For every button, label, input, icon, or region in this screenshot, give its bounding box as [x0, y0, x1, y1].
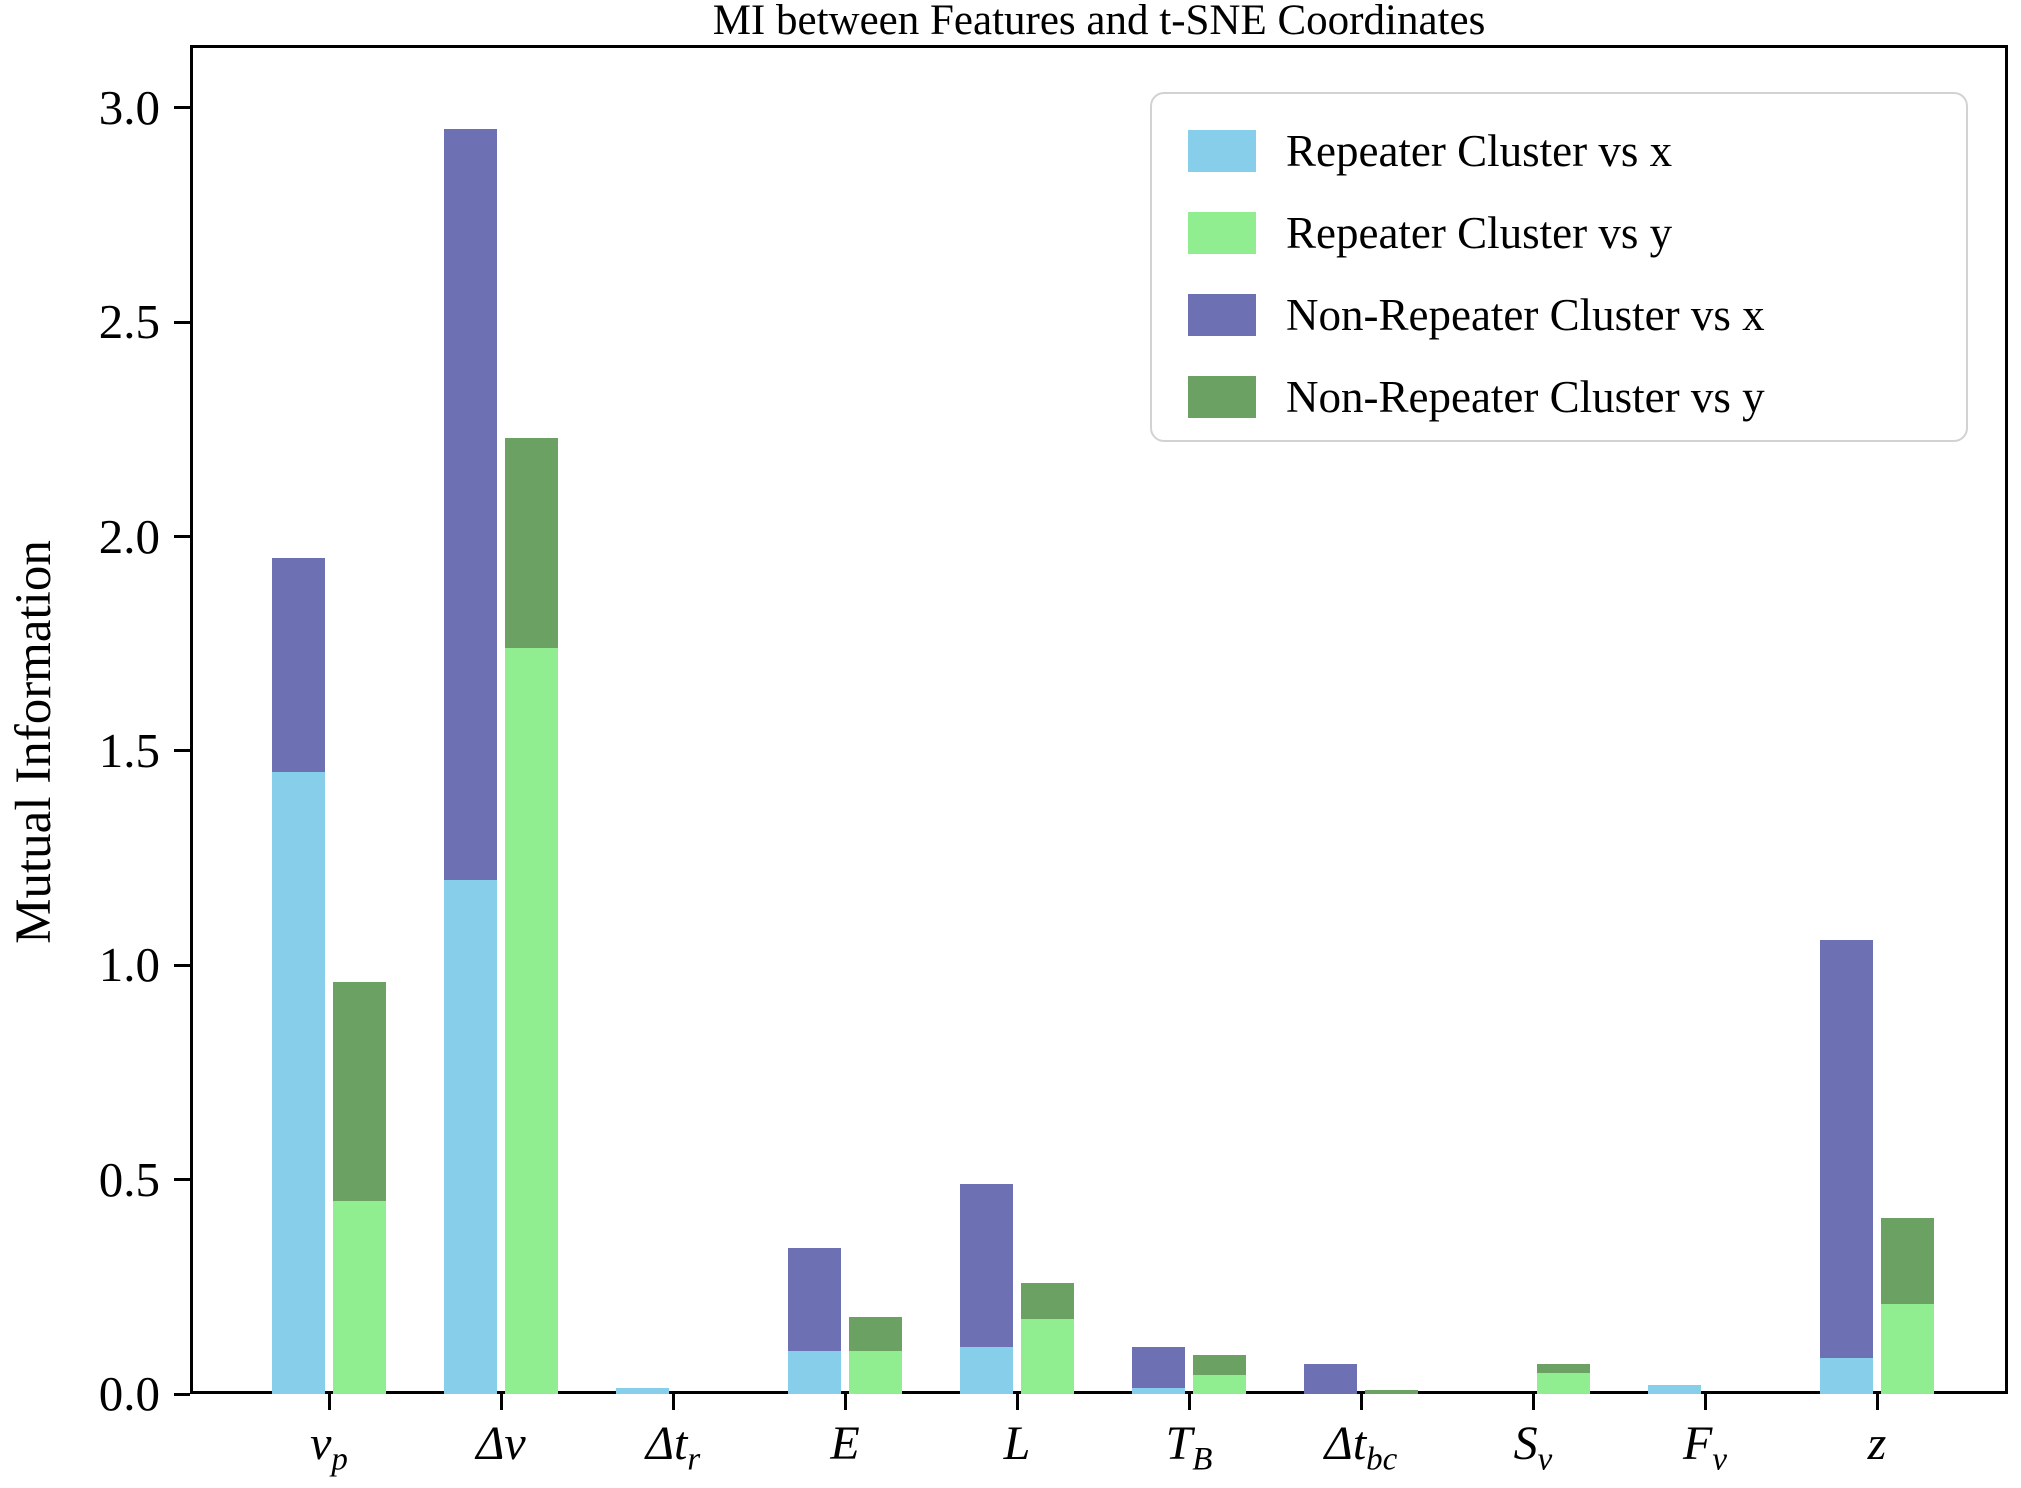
- x-tick-mark: [327, 1394, 331, 1410]
- bar-segment-nonrepeater-vs-y: [333, 982, 386, 1202]
- bar-segment-repeater-vs-x: [788, 1351, 841, 1394]
- legend-swatch-icon: [1188, 130, 1256, 172]
- bar-segment-repeater-vs-x: [1820, 1357, 1873, 1394]
- x-axis-category-label: Sν: [1413, 1416, 1653, 1488]
- legend-item: Repeater Cluster vs y: [1188, 192, 1956, 274]
- y-tick-label: 0.0: [98, 1366, 160, 1421]
- bar-segment-repeater-vs-y: [505, 648, 558, 1394]
- bar-segment-repeater-vs-x: [1648, 1385, 1701, 1394]
- legend: Repeater Cluster vs x Repeater Cluster vs…: [1150, 92, 1968, 442]
- x-tick-mark: [1015, 1394, 1019, 1410]
- bar-segment-repeater-vs-x: [616, 1387, 669, 1394]
- y-tick-mark: [174, 106, 190, 110]
- x-label-subscript: bc: [1366, 1441, 1398, 1478]
- legend-swatch-icon: [1188, 294, 1256, 336]
- bar-segment-nonrepeater-vs-x: [788, 1248, 841, 1352]
- x-label-text: Δt: [645, 1417, 688, 1470]
- bar-segment-nonrepeater-vs-y: [505, 437, 558, 649]
- legend-item: Non-Repeater Cluster vs x: [1188, 274, 1956, 356]
- x-label-text: Δν: [476, 1417, 526, 1470]
- bar-segment-nonrepeater-vs-x: [272, 558, 325, 773]
- bar-segment-repeater-vs-x: [1132, 1387, 1185, 1394]
- y-tick-label: 2.0: [98, 508, 160, 564]
- bar-segment-repeater-vs-x: [272, 772, 325, 1394]
- legend-item: Repeater Cluster vs x: [1188, 110, 1956, 192]
- x-tick-mark: [1359, 1394, 1363, 1410]
- legend-label: Repeater Cluster vs x: [1286, 126, 1673, 176]
- x-label-subscript: B: [1192, 1441, 1213, 1478]
- x-axis-category-label: L: [897, 1416, 1137, 1472]
- bar-segment-nonrepeater-vs-y: [1537, 1363, 1590, 1373]
- x-tick-mark: [1875, 1394, 1879, 1410]
- axes-frame: [190, 45, 2008, 1394]
- x-axis-category-label: Δtbc: [1241, 1416, 1481, 1488]
- y-tick-mark: [174, 535, 190, 539]
- bar-segment-nonrepeater-vs-x: [1304, 1363, 1357, 1394]
- bar-segment-nonrepeater-vs-x: [960, 1183, 1013, 1347]
- x-label-text: T: [1165, 1417, 1193, 1470]
- x-tick-mark: [499, 1394, 503, 1410]
- bar-segment-nonrepeater-vs-x: [444, 129, 497, 880]
- y-tick-mark: [174, 320, 190, 324]
- bar-segment-repeater-vs-y: [849, 1351, 902, 1394]
- x-tick-mark: [1703, 1394, 1707, 1410]
- bar-segment-nonrepeater-vs-y: [1193, 1355, 1246, 1375]
- x-tick-mark: [1187, 1394, 1191, 1410]
- x-tick-mark: [671, 1394, 675, 1410]
- y-tick-label: 3.0: [98, 79, 160, 135]
- y-tick-mark: [174, 963, 190, 967]
- bar-segment-nonrepeater-vs-y: [849, 1316, 902, 1352]
- y-tick-label: 0.5: [98, 1151, 160, 1207]
- x-label-text: E: [830, 1417, 860, 1470]
- x-axis-category-label: z: [1757, 1416, 1997, 1472]
- bar-segment-repeater-vs-y: [1881, 1303, 1934, 1394]
- legend-label: Non-Repeater Cluster vs y: [1286, 372, 1765, 422]
- y-tick-mark: [174, 1178, 190, 1182]
- y-tick-label: 2.5: [98, 294, 160, 350]
- x-label-text: ν: [310, 1417, 332, 1470]
- x-label-subscript: ν: [1537, 1441, 1553, 1478]
- x-tick-mark: [1531, 1394, 1535, 1410]
- bar-segment-repeater-vs-x: [444, 879, 497, 1394]
- x-axis-category-label: νp: [209, 1416, 449, 1488]
- x-axis-category-label: E: [725, 1416, 965, 1472]
- legend-label: Non-Repeater Cluster vs x: [1286, 290, 1765, 340]
- bar-segment-repeater-vs-y: [333, 1201, 386, 1394]
- bar-segment-repeater-vs-y: [1537, 1372, 1590, 1394]
- bar-segment-repeater-vs-x: [960, 1346, 1013, 1394]
- x-label-subscript: p: [331, 1441, 348, 1478]
- x-axis-category-label: Δtr: [553, 1416, 793, 1488]
- y-tick-mark: [174, 749, 190, 753]
- legend-swatch-icon: [1188, 376, 1256, 418]
- legend-item: Non-Repeater Cluster vs y: [1188, 356, 1956, 438]
- legend-swatch-icon: [1188, 212, 1256, 254]
- bar-segment-repeater-vs-y: [1193, 1374, 1246, 1394]
- legend-label: Repeater Cluster vs y: [1286, 208, 1673, 258]
- x-label-text: Δt: [1324, 1417, 1367, 1470]
- bar-segment-nonrepeater-vs-x: [1820, 939, 1873, 1358]
- x-axis-category-label: Fν: [1585, 1416, 1825, 1488]
- bar-segment-nonrepeater-vs-y: [1881, 1218, 1934, 1304]
- x-axis-category-label: TB: [1069, 1416, 1309, 1488]
- x-label-subscript: r: [687, 1441, 701, 1478]
- bar-segment-nonrepeater-vs-x: [1132, 1346, 1185, 1388]
- x-label-text: L: [1003, 1417, 1031, 1470]
- bar-segment-nonrepeater-vs-y: [1021, 1282, 1074, 1319]
- y-tick-mark: [174, 1392, 190, 1396]
- x-tick-mark: [843, 1394, 847, 1410]
- x-axis-category-label: Δν: [381, 1416, 621, 1472]
- x-label-text: F: [1683, 1417, 1713, 1470]
- x-label-text: S: [1513, 1417, 1538, 1470]
- bar-segment-repeater-vs-y: [1021, 1318, 1074, 1394]
- y-tick-label: 1.0: [98, 937, 160, 993]
- x-label-subscript: ν: [1712, 1441, 1727, 1478]
- y-tick-label: 1.5: [98, 722, 160, 778]
- chart-title: MI between Features and t-SNE Coordinate…: [712, 0, 1486, 44]
- bar-segment-nonrepeater-vs-y: [1365, 1389, 1418, 1394]
- x-label-text: z: [1867, 1417, 1887, 1470]
